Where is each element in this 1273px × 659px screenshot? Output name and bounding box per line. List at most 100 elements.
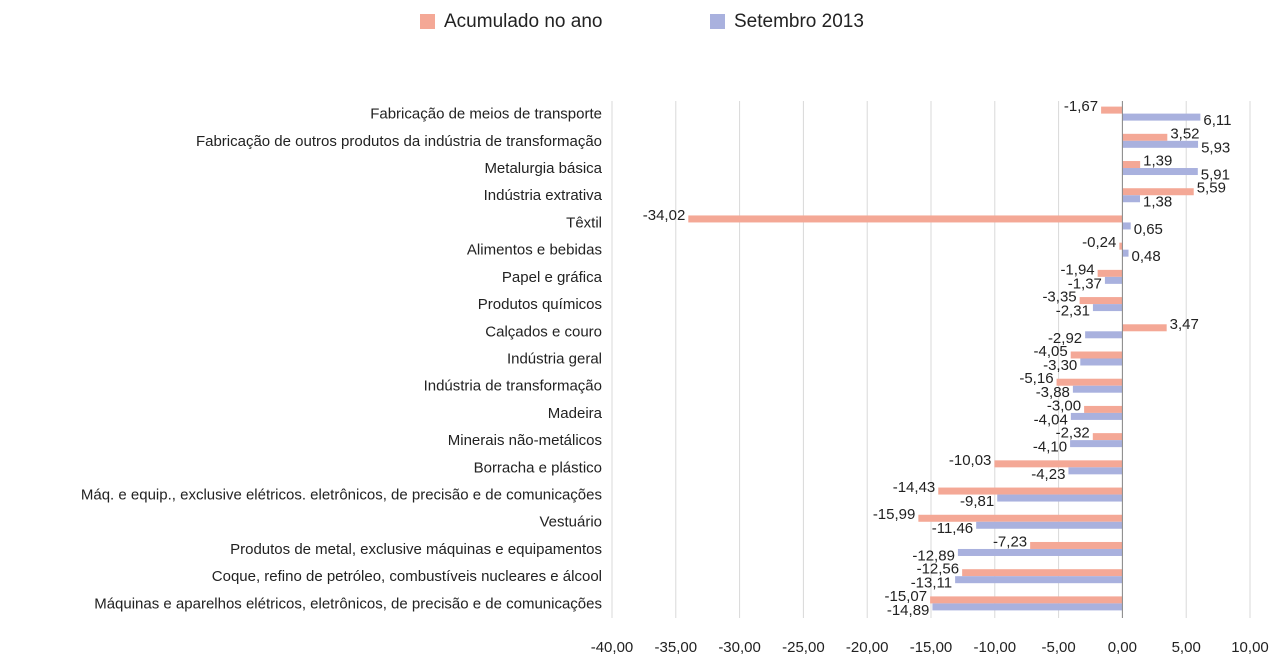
bar	[930, 596, 1123, 604]
y-tick-label: Indústria extrativa	[484, 187, 603, 204]
bar	[1070, 412, 1123, 420]
bar	[1085, 331, 1123, 339]
bar	[1101, 106, 1123, 114]
data-label: -4,10	[1033, 439, 1067, 456]
bar	[994, 460, 1123, 468]
y-tick-label: Máq. e equip., exclusive elétricos. elet…	[81, 487, 602, 504]
data-label: -3,30	[1043, 357, 1077, 374]
data-label: -2,31	[1056, 303, 1090, 320]
data-label: -2,32	[1056, 425, 1090, 442]
data-label: 3,47	[1170, 316, 1199, 333]
bar	[1070, 351, 1123, 359]
data-label: -14,89	[887, 602, 930, 619]
bar	[997, 494, 1123, 502]
x-tick-label: -10,00	[974, 639, 1017, 656]
y-tick-label: Borracha e plástico	[474, 459, 602, 476]
bar	[1092, 304, 1123, 312]
bar	[976, 521, 1123, 529]
x-tick-label: -5,00	[1041, 639, 1075, 656]
legend-label: Setembro 2013	[734, 11, 864, 32]
y-tick-label: Têxtil	[566, 214, 602, 231]
y-tick-label: Minerais não-metálicos	[448, 432, 602, 449]
y-tick-label: Máquinas e aparelhos elétricos, eletrôni…	[94, 595, 602, 612]
legend-swatch	[710, 14, 725, 29]
bar	[918, 514, 1123, 522]
data-label: 1,38	[1143, 194, 1172, 211]
bar	[1122, 161, 1141, 169]
y-tick-label: Vestuário	[539, 514, 602, 531]
y-tick-label: Produtos químicos	[478, 296, 602, 313]
data-label: -4,23	[1031, 466, 1065, 483]
data-label: -2,92	[1048, 330, 1082, 347]
y-tick-label: Calçados e couro	[485, 323, 602, 340]
bar	[1104, 276, 1123, 284]
bar	[932, 603, 1123, 611]
bar	[1122, 133, 1168, 141]
x-tick-label: 10,00	[1231, 639, 1269, 656]
data-label: -7,23	[993, 533, 1027, 550]
data-label: 6,11	[1203, 112, 1231, 129]
data-label: -10,03	[949, 452, 992, 469]
bar	[1122, 324, 1167, 332]
x-tick-label: -25,00	[782, 639, 825, 656]
y-tick-label: Papel e gráfica	[502, 269, 603, 286]
y-tick-label: Indústria geral	[507, 350, 602, 367]
bar	[1122, 249, 1129, 257]
data-label: -5,16	[1019, 370, 1053, 387]
data-label: -3,35	[1042, 289, 1076, 306]
data-label: -0,24	[1082, 234, 1116, 251]
data-label: -4,04	[1034, 411, 1068, 428]
bar	[1122, 195, 1141, 203]
y-tick-label: Coque, refino de petróleo, combustíveis …	[212, 568, 602, 585]
bar	[1122, 168, 1198, 176]
y-tick-label: Alimentos e bebidas	[467, 242, 602, 259]
bar	[1080, 358, 1123, 366]
data-label: 5,59	[1197, 180, 1226, 197]
bar	[1122, 222, 1131, 230]
bar	[688, 215, 1123, 223]
bar	[1079, 297, 1123, 305]
data-label: -1,37	[1068, 275, 1102, 292]
x-tick-label: -30,00	[718, 639, 761, 656]
data-label: -1,94	[1060, 261, 1094, 278]
x-tick-label: -35,00	[655, 639, 698, 656]
data-label: -12,56	[917, 561, 960, 578]
legend-swatch	[420, 14, 435, 29]
bar	[957, 548, 1123, 556]
bar	[1070, 440, 1123, 448]
x-tick-label: -40,00	[591, 639, 634, 656]
bar	[1072, 385, 1123, 393]
legend-label: Acumulado no ano	[444, 11, 602, 32]
bar	[1122, 140, 1199, 148]
bar	[1068, 467, 1123, 475]
bar	[1084, 405, 1123, 413]
data-label: -4,05	[1034, 343, 1068, 360]
y-tick-label: Produtos de metal, exclusive máquinas e …	[230, 541, 602, 558]
x-tick-label: -15,00	[910, 639, 953, 656]
y-tick-label: Metalurgia básica	[484, 160, 602, 177]
data-label: -1,67	[1064, 98, 1098, 115]
data-label: -11,46	[932, 520, 973, 537]
y-tick-label: Fabricação de outros produtos da indústr…	[196, 133, 602, 150]
data-label: -9,81	[960, 493, 994, 510]
data-label: 1,39	[1143, 152, 1172, 169]
bar	[955, 576, 1123, 584]
x-tick-label: 5,00	[1172, 639, 1201, 656]
y-tick-label: Indústria de transformação	[424, 378, 602, 395]
data-label: 3,52	[1170, 125, 1199, 142]
data-label: -12,89	[912, 547, 955, 564]
bar	[1122, 188, 1194, 196]
data-label: -34,02	[643, 207, 686, 224]
data-label: -3,88	[1036, 384, 1070, 401]
data-label: -13,11	[911, 575, 952, 592]
bar	[1092, 433, 1123, 441]
data-label: 0,48	[1132, 248, 1161, 265]
bar	[1097, 269, 1123, 277]
x-tick-label: 0,00	[1108, 639, 1137, 656]
bar	[1119, 242, 1123, 250]
data-label: -15,99	[873, 506, 916, 523]
bar	[1030, 541, 1123, 549]
data-label: 5,91	[1201, 166, 1230, 183]
data-label: -3,00	[1047, 397, 1081, 414]
